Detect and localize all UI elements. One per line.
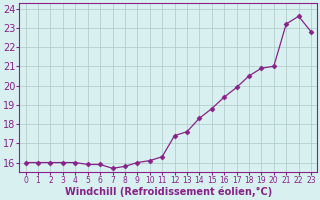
X-axis label: Windchill (Refroidissement éolien,°C): Windchill (Refroidissement éolien,°C) [65, 187, 272, 197]
